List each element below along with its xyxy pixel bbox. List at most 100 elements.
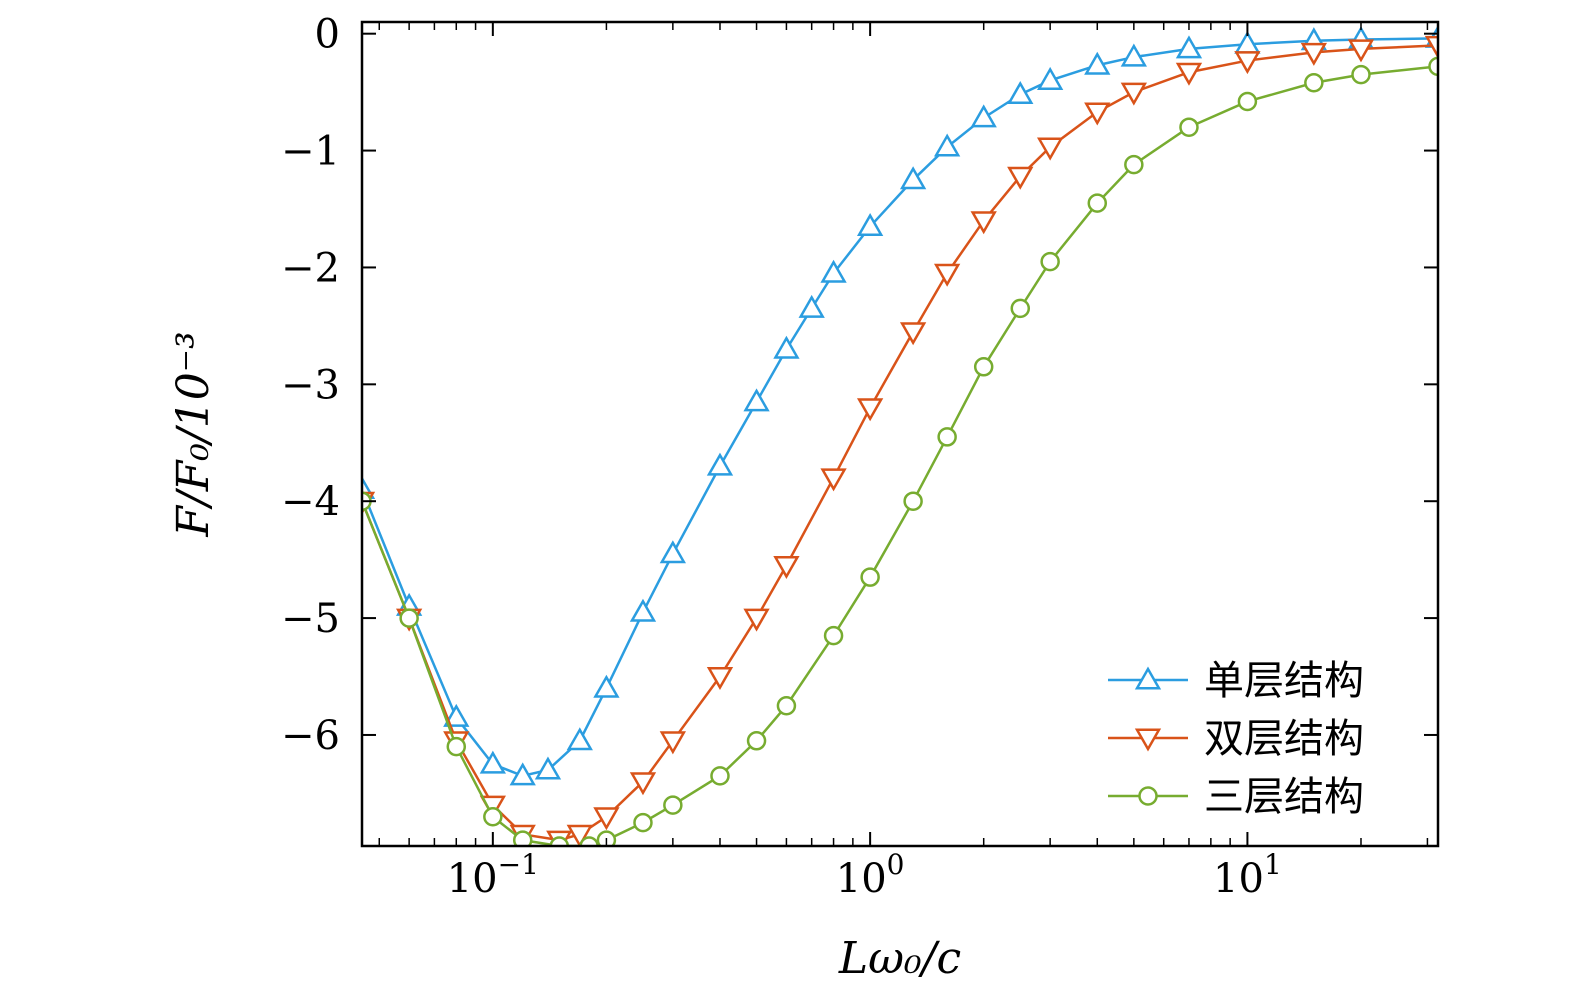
x-tick-base: 10 bbox=[447, 856, 498, 902]
data-point bbox=[710, 766, 730, 786]
data-point bbox=[479, 750, 506, 774]
data-point bbox=[399, 608, 419, 628]
data-point bbox=[970, 211, 997, 235]
data-point bbox=[1179, 117, 1199, 137]
data-point bbox=[973, 357, 994, 377]
data-point bbox=[629, 598, 657, 622]
data-point bbox=[1036, 66, 1064, 90]
data-point bbox=[443, 703, 470, 727]
y-axis-label: F/F₀/10⁻³ bbox=[168, 331, 219, 537]
data-point bbox=[1084, 51, 1111, 75]
data-point bbox=[566, 727, 593, 751]
data-point bbox=[856, 213, 884, 237]
legend-label: 三层结构 bbox=[1204, 774, 1364, 820]
data-point bbox=[659, 540, 687, 564]
data-point bbox=[1036, 137, 1064, 161]
data-point bbox=[1007, 80, 1034, 104]
x-tick-exponent: −1 bbox=[498, 848, 539, 881]
data-point bbox=[549, 836, 570, 846]
ticks-layer: 0−1−2−3−4−5−610−1 100 101 bbox=[281, 12, 1438, 902]
data-point bbox=[509, 762, 536, 786]
data-point bbox=[746, 731, 767, 751]
data-point bbox=[659, 731, 687, 755]
series-0 bbox=[362, 24, 1438, 786]
data-point bbox=[743, 388, 770, 412]
data-point bbox=[937, 427, 957, 447]
data-point bbox=[593, 674, 620, 698]
data-point bbox=[1040, 251, 1060, 272]
data-point bbox=[899, 166, 927, 190]
x-tick-base: 10 bbox=[1213, 856, 1264, 902]
legend-item: 单层结构 bbox=[1108, 658, 1364, 704]
data-point bbox=[706, 452, 734, 476]
x-tick-label: 100 bbox=[836, 848, 905, 902]
data-point bbox=[1120, 43, 1147, 67]
y-tick-label: −2 bbox=[281, 245, 340, 291]
data-point bbox=[773, 335, 800, 359]
data-point bbox=[512, 830, 533, 846]
data-point bbox=[899, 322, 927, 346]
data-point bbox=[743, 608, 770, 632]
data-point bbox=[1010, 298, 1031, 319]
data-point bbox=[1234, 51, 1261, 75]
data-point bbox=[903, 491, 923, 511]
data-point bbox=[820, 468, 847, 492]
data-point bbox=[1237, 91, 1258, 112]
data-point bbox=[970, 104, 997, 128]
x-tick-base: 10 bbox=[836, 856, 887, 902]
data-point bbox=[856, 398, 884, 422]
data-point bbox=[1175, 35, 1203, 59]
legend-label: 单层结构 bbox=[1204, 658, 1364, 704]
legend-item: 双层结构 bbox=[1108, 716, 1364, 762]
legend-item: 三层结构 bbox=[1108, 774, 1364, 820]
x-axis-label: Lω₀/c bbox=[838, 933, 961, 984]
series-layer bbox=[362, 24, 1438, 846]
data-point bbox=[633, 812, 653, 833]
legend-marker bbox=[1134, 666, 1162, 690]
y-tick-label: −4 bbox=[281, 479, 340, 525]
y-tick-label: −3 bbox=[281, 362, 340, 408]
data-point bbox=[776, 695, 797, 716]
data-point bbox=[483, 807, 503, 827]
x-tick-label: 10−1 bbox=[447, 848, 539, 902]
data-point bbox=[860, 567, 880, 587]
data-point bbox=[579, 836, 599, 846]
data-point bbox=[663, 795, 683, 815]
x-tick-label: 101 bbox=[1213, 848, 1282, 902]
data-point bbox=[773, 555, 800, 580]
data-point bbox=[820, 259, 847, 283]
data-point bbox=[1428, 56, 1438, 77]
data-point bbox=[1124, 154, 1144, 175]
data-point bbox=[534, 756, 562, 780]
legend-marker bbox=[1134, 728, 1162, 752]
data-point bbox=[1300, 42, 1328, 66]
x-tick-exponent: 0 bbox=[887, 848, 905, 881]
data-point bbox=[933, 133, 961, 157]
data-point bbox=[629, 772, 657, 796]
data-point bbox=[446, 736, 467, 757]
data-point bbox=[1351, 64, 1371, 85]
y-tick-label: −1 bbox=[281, 129, 340, 175]
series-2 bbox=[362, 56, 1438, 846]
data-point bbox=[823, 625, 844, 646]
legend-marker bbox=[1138, 786, 1158, 806]
plot-frame bbox=[360, 20, 1440, 848]
data-point bbox=[1087, 193, 1108, 213]
data-point bbox=[706, 667, 734, 691]
data-point bbox=[1175, 62, 1203, 86]
x-tick-exponent: 1 bbox=[1264, 848, 1282, 881]
data-point bbox=[933, 263, 961, 287]
data-point bbox=[1424, 35, 1438, 59]
data-point bbox=[1347, 39, 1375, 63]
data-point bbox=[1007, 166, 1034, 190]
legend-label: 双层结构 bbox=[1204, 716, 1364, 762]
data-point bbox=[1084, 102, 1111, 126]
data-point bbox=[593, 807, 620, 831]
data-point bbox=[1304, 73, 1324, 93]
data-point bbox=[566, 824, 593, 846]
data-point bbox=[798, 294, 825, 318]
data-point bbox=[1120, 82, 1147, 106]
y-tick-label: −5 bbox=[281, 596, 340, 642]
